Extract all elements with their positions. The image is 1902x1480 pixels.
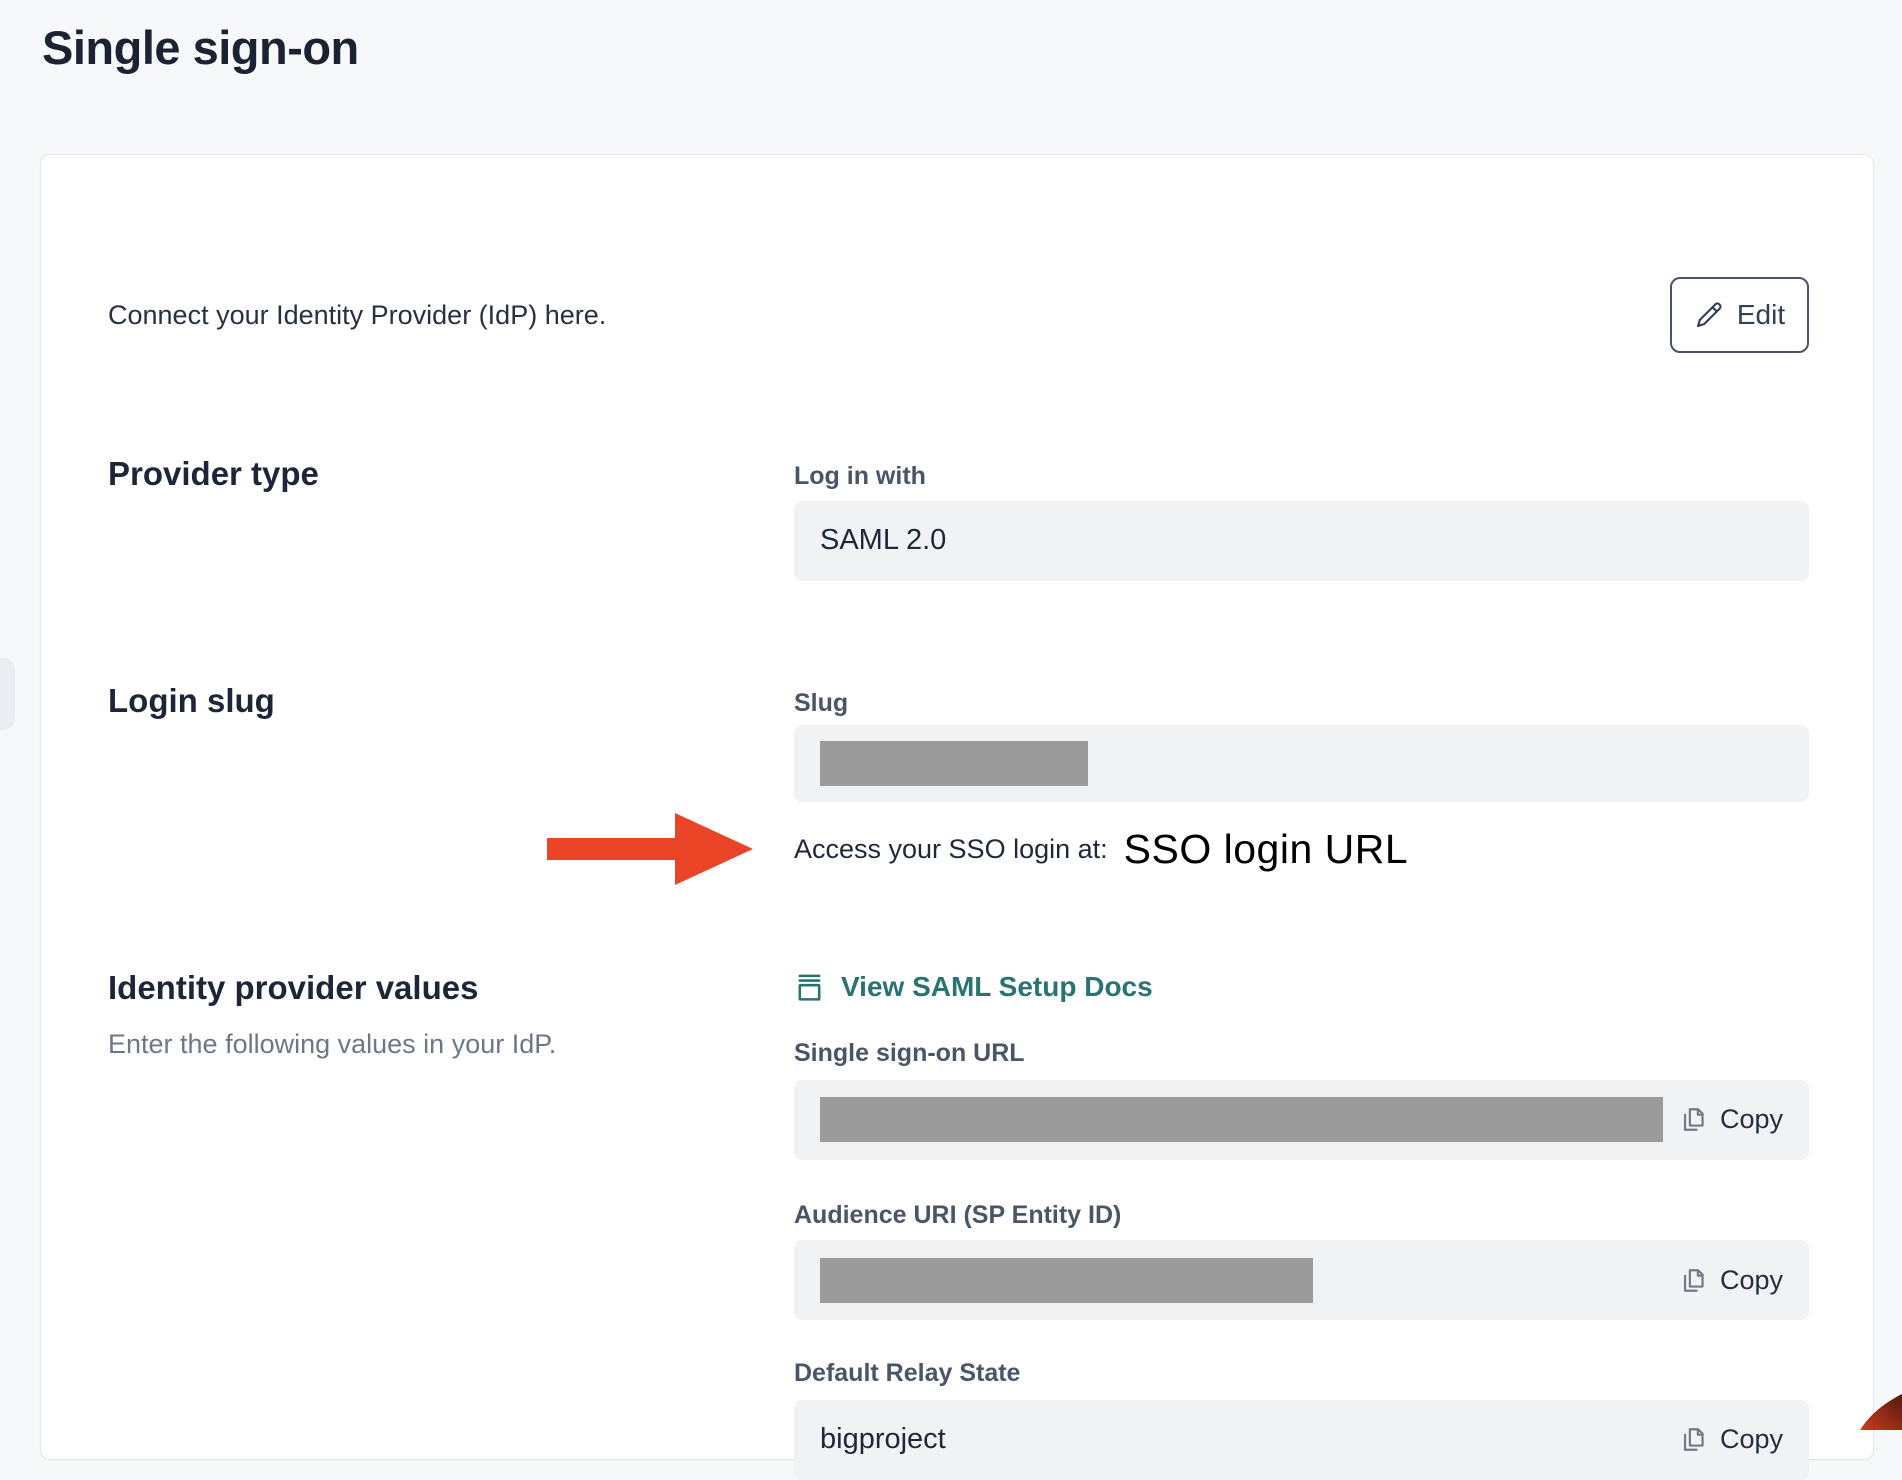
idp-values-section: Identity provider values Enter the follo… <box>108 969 1809 1480</box>
relay-state-value: bigproject <box>820 1423 946 1455</box>
idp-values-heading: Identity provider values <box>108 969 479 1006</box>
copy-sso-url-button[interactable]: Copy <box>1679 1104 1783 1135</box>
copy-audience-uri-button[interactable]: Copy <box>1679 1265 1783 1296</box>
slug-redacted-value <box>820 741 1088 786</box>
login-slug-section: Login slug Slug Access your SSO login at… <box>108 681 1809 885</box>
copy-relay-state-button[interactable]: Copy <box>1679 1424 1783 1455</box>
access-login-prefix: Access your SSO login at: <box>794 833 1108 864</box>
copy-button-label: Copy <box>1719 1424 1783 1454</box>
login-with-label: Log in with <box>794 462 926 490</box>
edit-button[interactable]: Edit <box>1670 277 1809 353</box>
relay-state-label: Default Relay State <box>794 1359 1021 1387</box>
provider-type-section: Provider type Log in with SAML 2.0 <box>108 455 1809 581</box>
audience-uri-label: Audience URI (SP Entity ID) <box>794 1200 1122 1229</box>
copy-button-label: Copy <box>1719 1264 1783 1295</box>
page-title: Single sign-on <box>42 21 359 74</box>
provider-type-value-field: SAML 2.0 <box>794 500 1809 581</box>
relay-state-field: bigproject Copy <box>794 1399 1809 1480</box>
red-arrow-right-icon <box>547 813 753 885</box>
copy-icon <box>1679 1105 1708 1134</box>
copy-icon <box>1679 1266 1708 1295</box>
provider-type-heading: Provider type <box>108 455 319 492</box>
sso-url-label: Single sign-on URL <box>794 1039 1025 1067</box>
login-slug-heading: Login slug <box>108 681 275 719</box>
idp-values-subheading: Enter the following values in your IdP. <box>108 1029 557 1060</box>
provider-type-value: SAML 2.0 <box>820 524 947 556</box>
left-edge-drawer-handle <box>0 658 15 730</box>
saml-docs-link[interactable]: View SAML Setup Docs <box>794 970 1809 1004</box>
slug-value-field <box>794 725 1809 802</box>
red-corner-decoration <box>1858 1394 1902 1430</box>
copy-icon <box>1679 1425 1708 1454</box>
provider-type-content: Log in with SAML 2.0 <box>794 456 1809 581</box>
sso-url-redacted-value <box>820 1097 1663 1142</box>
saml-docs-link-label: View SAML Setup Docs <box>841 971 1153 1002</box>
pencil-icon <box>1694 300 1724 330</box>
book-icon <box>794 972 825 1003</box>
sso-login-url-annotation: SSO login URL <box>1123 825 1409 872</box>
intro-row: Connect your Identity Provider (IdP) her… <box>108 277 1809 353</box>
slug-label: Slug <box>794 688 849 717</box>
access-login-row: Access your SSO login at: SSO login URL <box>547 813 1809 885</box>
audience-uri-redacted-value <box>820 1257 1313 1303</box>
idp-values-content: View SAML Setup Docs Single sign-on URL … <box>794 970 1809 1480</box>
intro-text: Connect your Identity Provider (IdP) her… <box>108 299 607 330</box>
sso-settings-card: Connect your Identity Provider (IdP) her… <box>40 154 1874 1480</box>
idp-values-left: Identity provider values Enter the follo… <box>108 969 794 1480</box>
edit-button-label: Edit <box>1736 299 1786 330</box>
sso-url-field: Copy <box>794 1079 1809 1160</box>
login-slug-content: Slug Access your SSO login at: SSO login… <box>547 683 1809 885</box>
copy-button-label: Copy <box>1719 1104 1783 1134</box>
audience-uri-field: Copy <box>794 1240 1809 1320</box>
